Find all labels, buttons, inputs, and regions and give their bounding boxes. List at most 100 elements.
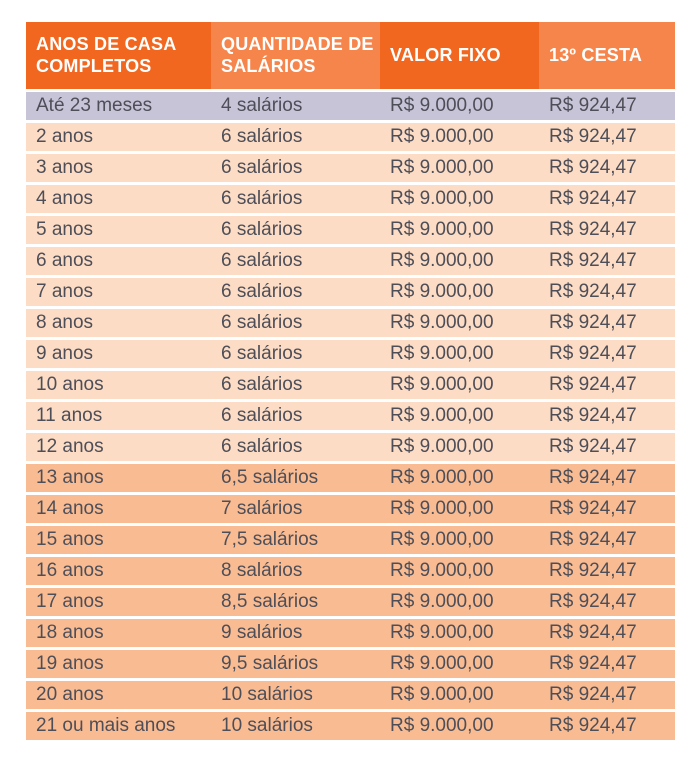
cell-anos: 8 anos: [36, 312, 94, 333]
cell-anos: 14 anos: [36, 498, 104, 519]
cell-cesta: R$ 924,47: [549, 715, 637, 736]
column-header-label: QUANTIDADE DE SALÁRIOS: [221, 33, 374, 76]
cell-salarios: 6 salários: [221, 126, 303, 147]
table-row: 10 anos 6 salários R$ 9.000,00 R$ 924,47: [26, 371, 675, 399]
cell-cesta: R$ 924,47: [549, 467, 637, 488]
table-row: 12 anos 6 salários R$ 9.000,00 R$ 924,47: [26, 433, 675, 461]
table-row: 15 anos 7,5 salários R$ 9.000,00 R$ 924,47: [26, 526, 675, 554]
cell-cesta: R$ 924,47: [549, 684, 637, 705]
column-header-quantidade-salarios: QUANTIDADE DE SALÁRIOS: [211, 22, 380, 89]
cell-anos: 4 anos: [36, 188, 94, 209]
cell-valor-fixo: R$ 9.000,00: [390, 281, 494, 302]
column-header-label: ANOS DE CASA COMPLETOS: [36, 33, 176, 76]
cell-cesta: R$ 924,47: [549, 343, 637, 364]
cell-anos: 9 anos: [36, 343, 94, 364]
cell-salarios: 6 salários: [221, 405, 303, 426]
cell-cesta: R$ 924,47: [549, 591, 637, 612]
cell-salarios: 7,5 salários: [221, 529, 319, 550]
cell-valor-fixo: R$ 9.000,00: [390, 250, 494, 271]
cell-cesta: R$ 924,47: [549, 529, 637, 550]
cell-salarios: 9,5 salários: [221, 653, 319, 674]
cell-salarios: 6 salários: [221, 343, 303, 364]
table-header: ANOS DE CASA COMPLETOS QUANTIDADE DE SAL…: [26, 22, 675, 89]
cell-cesta: R$ 924,47: [549, 436, 637, 457]
cell-anos: 11 anos: [36, 405, 103, 426]
cell-cesta: R$ 924,47: [549, 622, 637, 643]
cell-anos: 21 ou mais anos: [36, 715, 176, 736]
cell-cesta: R$ 924,47: [549, 157, 637, 178]
cell-valor-fixo: R$ 9.000,00: [390, 374, 494, 395]
cell-salarios: 6 salários: [221, 250, 303, 271]
cell-salarios: 10 salários: [221, 684, 313, 705]
cell-anos: 10 anos: [36, 374, 104, 395]
cell-salarios: 6 salários: [221, 374, 303, 395]
cell-salarios: 8,5 salários: [221, 591, 319, 612]
cell-salarios: 6,5 salários: [221, 467, 319, 488]
table-row: 8 anos 6 salários R$ 9.000,00 R$ 924,47: [26, 309, 675, 337]
cell-salarios: 9 salários: [221, 622, 303, 643]
cell-cesta: R$ 924,47: [549, 405, 637, 426]
cell-anos: 7 anos: [36, 281, 94, 302]
cell-anos: Até 23 meses: [36, 95, 153, 116]
table-row: 11 anos 6 salários R$ 9.000,00 R$ 924,47: [26, 402, 675, 430]
cell-salarios: 8 salários: [221, 560, 303, 581]
cell-valor-fixo: R$ 9.000,00: [390, 467, 494, 488]
column-header-13-cesta: 13º CESTA: [539, 22, 675, 89]
cell-valor-fixo: R$ 9.000,00: [390, 591, 494, 612]
cell-cesta: R$ 924,47: [549, 374, 637, 395]
cell-valor-fixo: R$ 9.000,00: [390, 560, 494, 581]
table-row: 21 ou mais anos 10 salários R$ 9.000,00 R$ …: [26, 712, 675, 740]
table-row: 3 anos 6 salários R$ 9.000,00 R$ 924,47: [26, 154, 675, 182]
column-header-label: VALOR FIXO: [390, 44, 501, 65]
cell-valor-fixo: R$ 9.000,00: [390, 436, 494, 457]
cell-cesta: R$ 924,47: [549, 250, 637, 271]
cell-cesta: R$ 924,47: [549, 95, 637, 116]
cell-valor-fixo: R$ 9.000,00: [390, 343, 494, 364]
cell-anos: 20 anos: [36, 684, 104, 705]
cell-cesta: R$ 924,47: [549, 653, 637, 674]
cell-salarios: 4 salários: [221, 95, 303, 116]
cell-valor-fixo: R$ 9.000,00: [390, 95, 494, 116]
cell-anos: 6 anos: [36, 250, 94, 271]
cell-valor-fixo: R$ 9.000,00: [390, 529, 494, 550]
cell-valor-fixo: R$ 9.000,00: [390, 188, 494, 209]
cell-anos: 12 anos: [36, 436, 104, 457]
column-header-valor-fixo: VALOR FIXO: [380, 22, 539, 89]
table-row: Até 23 meses 4 salários R$ 9.000,00 R$ 924,…: [26, 92, 675, 120]
table-row: 4 anos 6 salários R$ 9.000,00 R$ 924,47: [26, 185, 675, 213]
cell-anos: 13 anos: [36, 467, 104, 488]
cell-valor-fixo: R$ 9.000,00: [390, 715, 494, 736]
cell-salarios: 6 salários: [221, 157, 303, 178]
cell-valor-fixo: R$ 9.000,00: [390, 219, 494, 240]
cell-cesta: R$ 924,47: [549, 126, 637, 147]
cell-cesta: R$ 924,47: [549, 560, 637, 581]
cell-anos: 18 anos: [36, 622, 104, 643]
cell-anos: 19 anos: [36, 653, 104, 674]
cell-salarios: 6 salários: [221, 436, 303, 457]
column-header-label: 13º CESTA: [549, 44, 643, 65]
table-row: 9 anos 6 salários R$ 9.000,00 R$ 924,47: [26, 340, 675, 368]
cell-cesta: R$ 924,47: [549, 281, 637, 302]
cell-valor-fixo: R$ 9.000,00: [390, 684, 494, 705]
cell-anos: 15 anos: [36, 529, 104, 550]
cell-salarios: 7 salários: [221, 498, 303, 519]
cell-valor-fixo: R$ 9.000,00: [390, 622, 494, 643]
table-row: 7 anos 6 salários R$ 9.000,00 R$ 924,47: [26, 278, 675, 306]
column-header-anos-de-casa: ANOS DE CASA COMPLETOS: [26, 22, 211, 89]
cell-cesta: R$ 924,47: [549, 312, 637, 333]
table-row: 6 anos 6 salários R$ 9.000,00 R$ 924,47: [26, 247, 675, 275]
cell-cesta: R$ 924,47: [549, 498, 637, 519]
cell-anos: 3 anos: [36, 157, 94, 178]
cell-valor-fixo: R$ 9.000,00: [390, 157, 494, 178]
cell-anos: 2 anos: [36, 126, 94, 147]
cell-valor-fixo: R$ 9.000,00: [390, 126, 494, 147]
cell-salarios: 10 salários: [221, 715, 313, 736]
cell-valor-fixo: R$ 9.000,00: [390, 653, 494, 674]
cell-salarios: 6 salários: [221, 188, 303, 209]
cell-cesta: R$ 924,47: [549, 188, 637, 209]
cell-cesta: R$ 924,47: [549, 219, 637, 240]
table-row: 20 anos 10 salários R$ 9.000,00 R$ 924,47: [26, 681, 675, 709]
cell-salarios: 6 salários: [221, 219, 303, 240]
table-row: 19 anos 9,5 salários R$ 9.000,00 R$ 924,47: [26, 650, 675, 678]
cell-salarios: 6 salários: [221, 312, 303, 333]
